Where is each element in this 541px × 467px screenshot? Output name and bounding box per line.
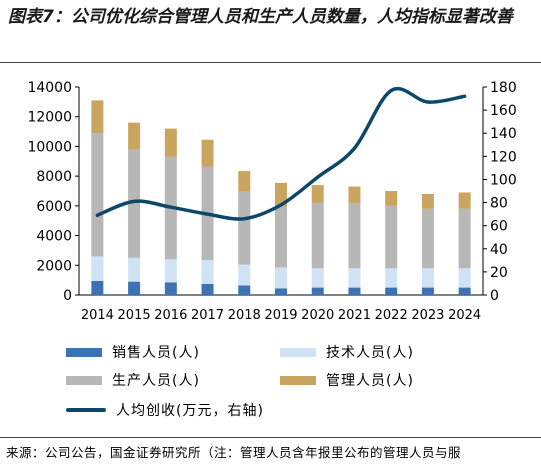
right-tick-label: 60 — [490, 219, 508, 235]
legend-item-revenue-per-capita: 人均创收(万元，右轴) — [66, 400, 264, 420]
legend-item-management: 管理人员(人) — [280, 370, 414, 390]
left-tick-label: 10000 — [27, 139, 72, 155]
bar-production — [128, 149, 141, 258]
bar-management — [275, 182, 287, 207]
bar-sales — [275, 288, 287, 295]
bar-management — [458, 192, 471, 209]
left-tick-label: 6000 — [36, 199, 72, 215]
bar-production — [421, 208, 434, 269]
bar-production — [275, 206, 287, 268]
bar-production — [458, 208, 471, 269]
legend-item-production: 生产人员(人) — [66, 370, 200, 390]
x-tick-label: 2022 — [375, 308, 408, 323]
bar-tech — [238, 264, 251, 286]
x-tick-label: 2016 — [154, 308, 187, 323]
bar-sales — [421, 287, 434, 295]
bar-tech — [128, 257, 141, 282]
legend-swatch-tech — [280, 347, 316, 357]
left-tick-label: 0 — [63, 288, 72, 304]
legend-label-production: 生产人员(人) — [112, 373, 200, 389]
right-tick-label: 0 — [490, 288, 499, 304]
source-note: 来源：公司公告，国金证券研究所（注：管理人员含年报里公布的管理人员与服 — [6, 445, 462, 460]
x-tick-label: 2017 — [191, 308, 224, 323]
left-tick-label: 4000 — [36, 229, 72, 245]
bar-sales — [311, 287, 324, 295]
legend-item-sales: 销售人员(人) — [66, 342, 200, 362]
x-tick-label: 2018 — [228, 308, 261, 323]
x-tick-label: 2015 — [118, 308, 151, 323]
right-tick-label: 100 — [490, 172, 517, 188]
bar-sales — [385, 287, 398, 295]
x-tick-label: 2024 — [448, 308, 481, 323]
bar-tech — [311, 268, 324, 288]
bar-sales — [164, 282, 177, 295]
bar-tech — [385, 268, 398, 288]
chart: 0 2000 4000 6000 8000 10000 12000 14000 0 20 40 60 8… — [27, 80, 517, 323]
left-tick-label: 2000 — [36, 258, 72, 274]
bar-sales — [128, 281, 141, 295]
x-tick-label: 2019 — [264, 308, 297, 323]
right-tick-label: 180 — [490, 80, 517, 96]
legend-swatch-production — [66, 375, 102, 385]
bar-sales — [91, 280, 104, 295]
legend-label-revenue-per-capita: 人均创收(万元，右轴) — [116, 403, 264, 419]
bar-production — [385, 205, 398, 269]
legend-label-tech: 技术人员(人) — [326, 345, 414, 361]
line-revenue-per-capita — [95, 86, 467, 221]
right-tick-label: 160 — [490, 103, 517, 119]
bar-management — [201, 139, 214, 167]
bar-sales — [348, 287, 361, 295]
right-tick-label: 140 — [490, 126, 517, 142]
legend-line-revenue-per-capita — [66, 408, 106, 412]
legend-swatch-sales — [66, 347, 102, 357]
right-tick-label: 20 — [490, 265, 508, 281]
bar-tech — [458, 268, 471, 288]
x-tick-label: 2020 — [301, 308, 334, 323]
bar-management — [238, 170, 251, 192]
left-tick-label: 14000 — [27, 80, 72, 96]
bar-sales — [201, 283, 214, 295]
right-tick-label: 120 — [490, 149, 517, 165]
bar-production — [91, 133, 104, 257]
x-tick-label: 2021 — [338, 308, 371, 323]
bar-sales — [458, 287, 471, 295]
bar-tech — [164, 259, 177, 283]
legend-label-sales: 销售人员(人) — [112, 345, 200, 361]
source-divider — [0, 437, 541, 438]
title-divider — [0, 62, 541, 63]
right-tick-label: 40 — [490, 242, 508, 258]
bar-tech — [91, 256, 104, 281]
bar-tech — [348, 268, 361, 288]
bar-tech — [275, 267, 287, 289]
legend-swatch-management — [280, 375, 316, 385]
bar-management — [348, 186, 361, 203]
bar-production — [238, 191, 251, 265]
bar-management — [311, 185, 324, 203]
bar-management — [91, 100, 104, 134]
bar-production — [348, 202, 361, 269]
chart-title: 图表7：公司优化综合管理人员和生产人员数量，人均指标显著改善 — [8, 7, 513, 27]
left-tick-label: 8000 — [36, 169, 72, 185]
legend: 销售人员(人) 技术人员(人) 生产人员(人) 管理人员(人) 人均创收(万元，… — [66, 336, 526, 426]
bar-management — [164, 128, 177, 157]
legend-label-management: 管理人员(人) — [326, 373, 414, 389]
bar-management — [421, 193, 434, 209]
bar-management — [128, 122, 141, 150]
right-tick-label: 80 — [490, 196, 508, 212]
bar-tech — [421, 268, 434, 288]
left-tick-label: 12000 — [27, 110, 72, 126]
bar-management — [385, 191, 398, 206]
bar-production — [311, 202, 324, 269]
bar-tech — [201, 260, 214, 284]
legend-item-tech: 技术人员(人) — [280, 342, 414, 362]
x-tick-label: 2014 — [81, 308, 114, 323]
bar-sales — [238, 285, 251, 295]
x-tick-label: 2023 — [411, 308, 444, 323]
